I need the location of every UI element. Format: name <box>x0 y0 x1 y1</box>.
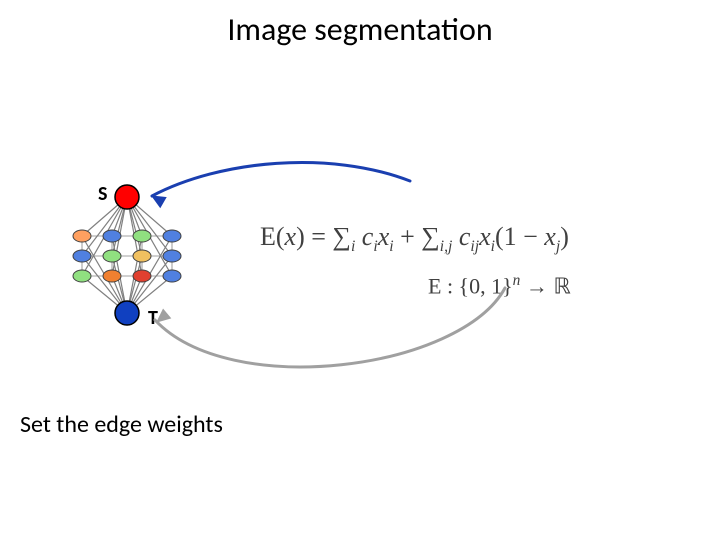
grid-node-7 <box>163 250 181 262</box>
grid-node-3 <box>163 230 181 242</box>
arrow-head <box>152 196 166 207</box>
grey-arrow <box>155 288 505 367</box>
arrow-head <box>157 309 170 322</box>
blue-arrow <box>152 163 410 196</box>
grid-node-5 <box>103 250 121 262</box>
grid-node-10 <box>133 270 151 282</box>
grid-node-6 <box>133 250 151 262</box>
sink-node <box>115 301 139 325</box>
grid-node-9 <box>103 270 121 282</box>
grid-node-1 <box>103 230 121 242</box>
grid-node-2 <box>133 230 151 242</box>
diagram-svg <box>0 0 720 540</box>
grid-node-8 <box>73 270 91 282</box>
source-node <box>115 185 139 209</box>
grid-node-0 <box>73 230 91 242</box>
grid-node-11 <box>163 270 181 282</box>
grid-node-4 <box>73 250 91 262</box>
